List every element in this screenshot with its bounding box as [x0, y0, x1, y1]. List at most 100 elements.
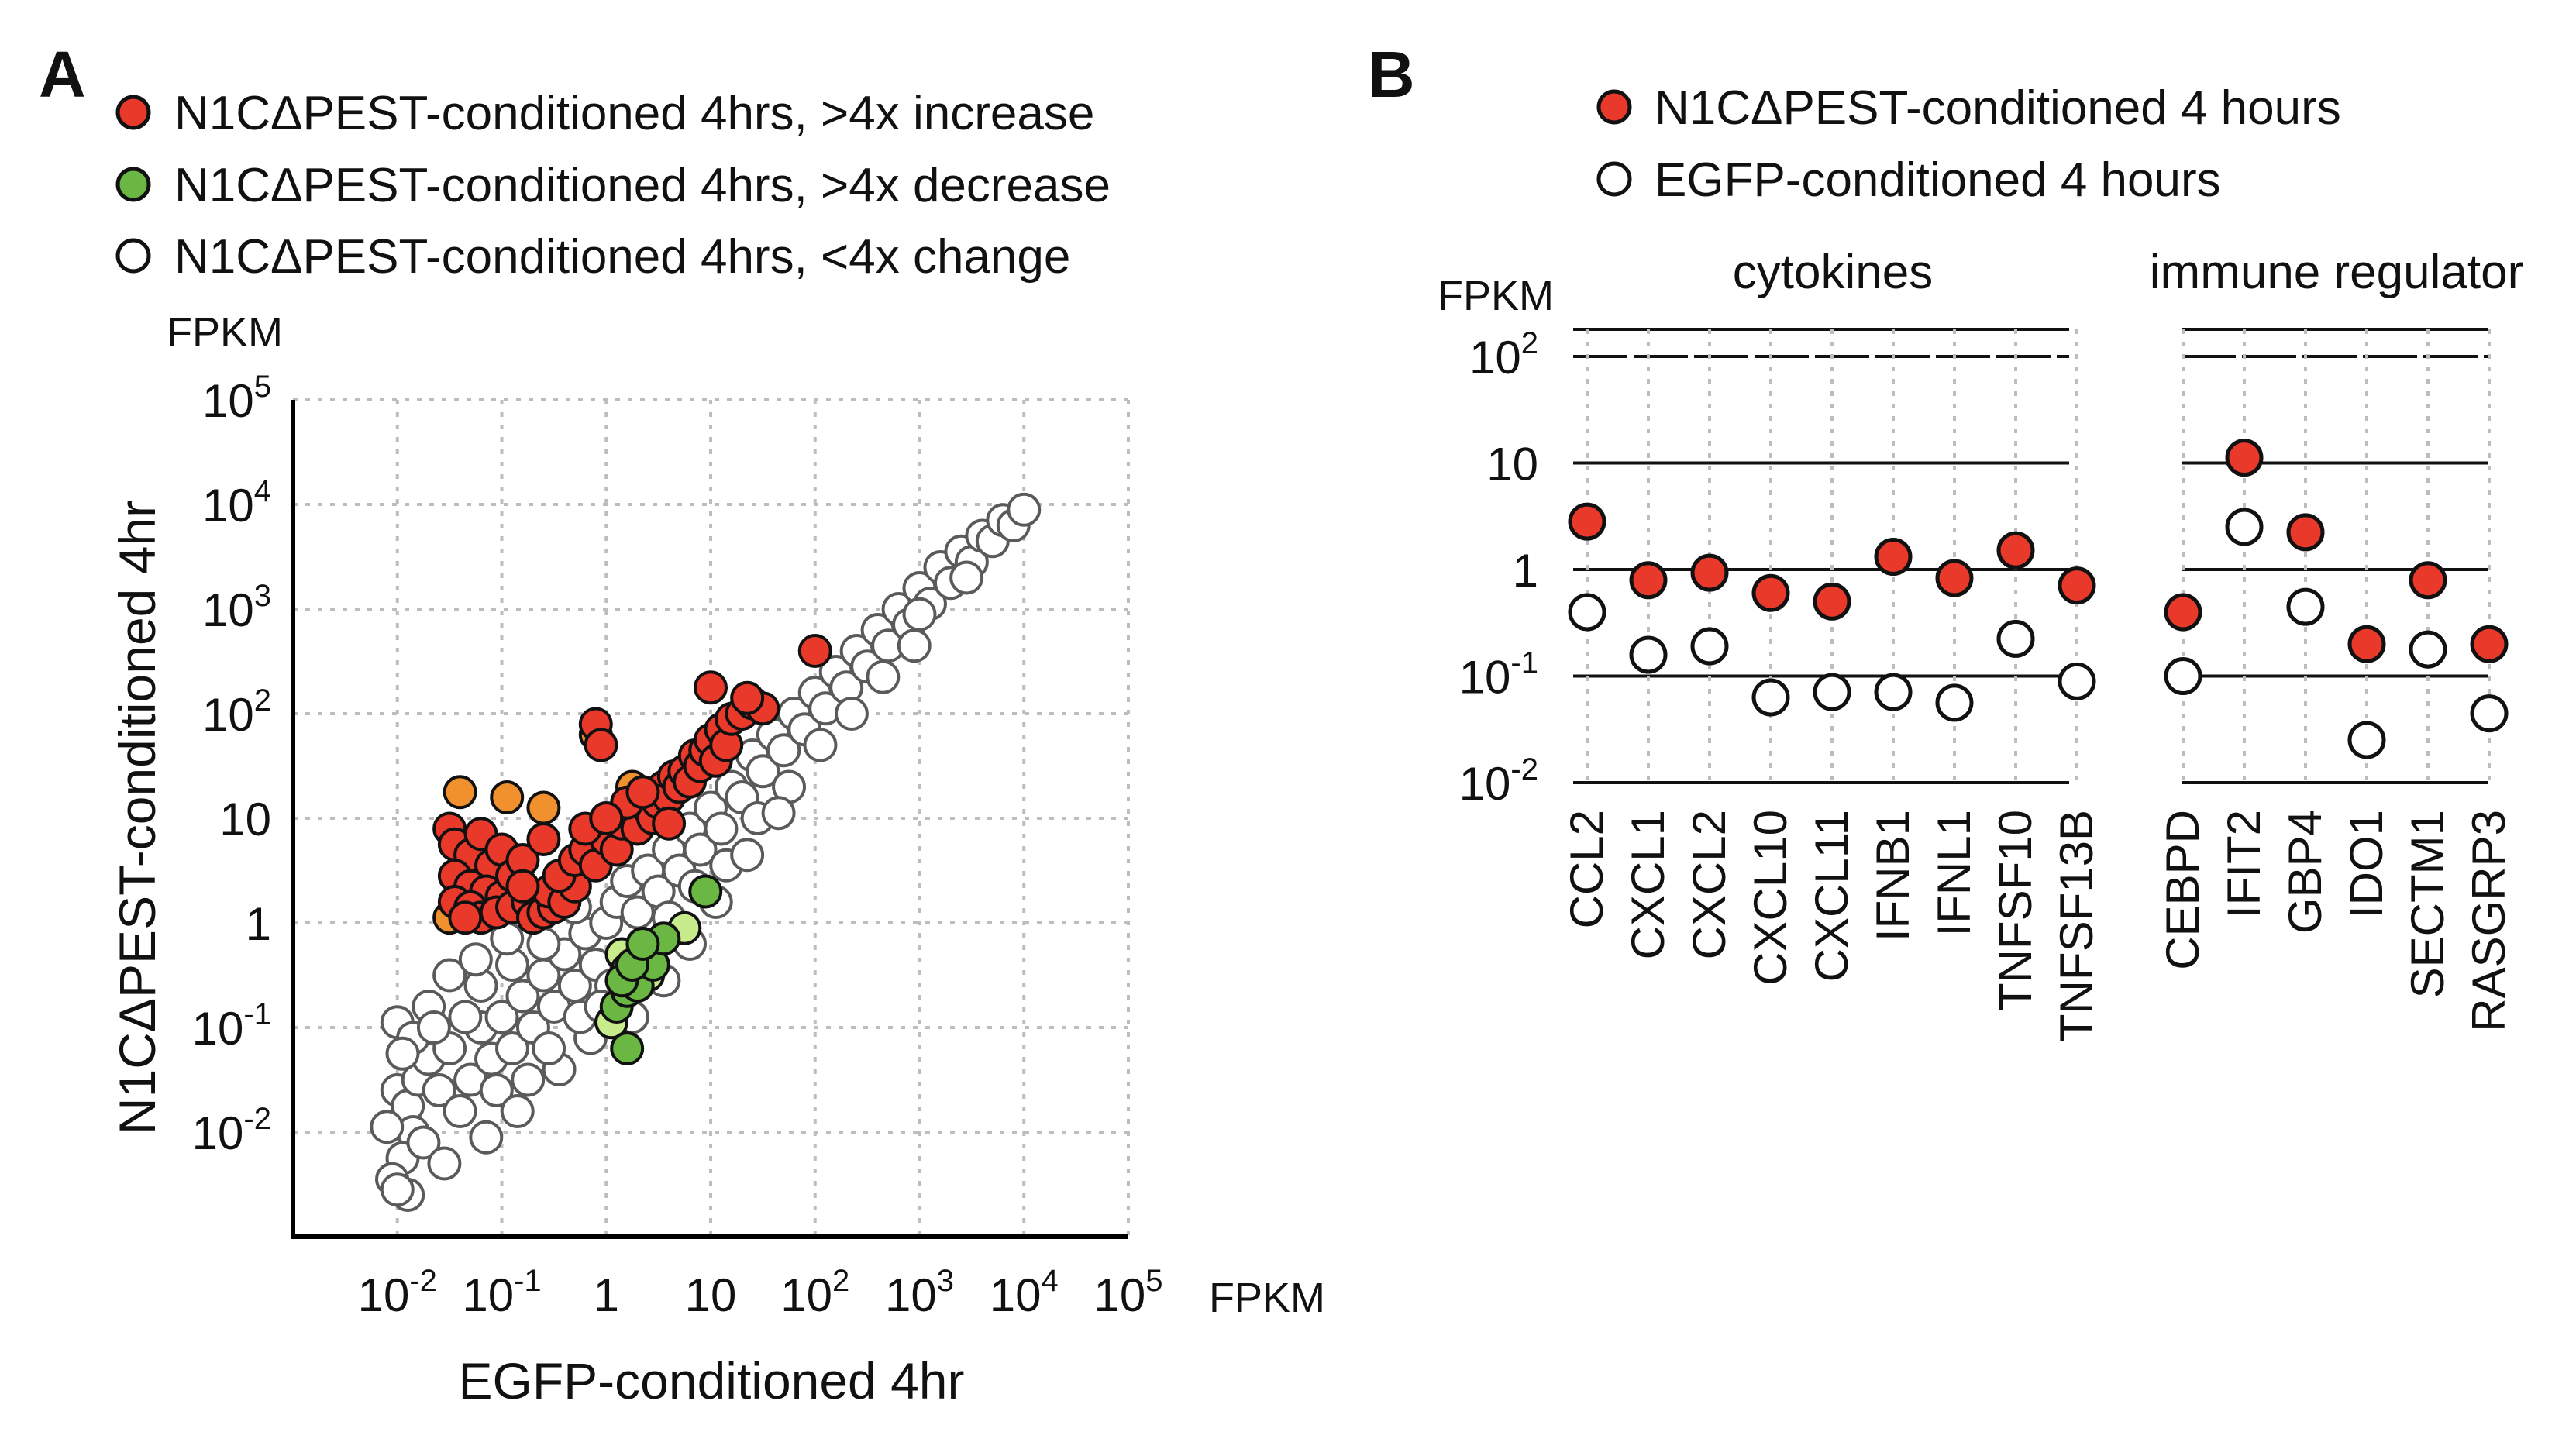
group-immune-regulator: immune regulator CEBPD IFIT2 GBP4 IDO1 SECTM1… — [2150, 246, 2523, 1032]
group-cytokines: cytokines CCL2 CXCL1 CXCL2 CXCL10 CXCL11 IFNB1… — [1561, 246, 2102, 1042]
scatter-point — [834, 697, 869, 731]
scatter-point — [443, 775, 477, 810]
scatter-point — [469, 1120, 504, 1155]
panel-b-y-unit: FPKM — [1438, 273, 1554, 319]
legend-b-marker — [1596, 89, 1632, 125]
n1c-point — [2164, 593, 2202, 632]
panel-a-x-unit: FPKM — [1209, 1275, 1325, 1321]
scatter-point — [803, 728, 838, 762]
scatter-point — [532, 1031, 566, 1065]
gene-label: IFNL1 — [1928, 810, 1980, 936]
panel-a-label: A — [39, 38, 86, 111]
egfp-point — [2164, 657, 2202, 695]
scatter-point — [625, 927, 660, 961]
scatter-point — [406, 1125, 441, 1160]
scatter-point — [589, 801, 624, 835]
scatter-point — [370, 1110, 405, 1144]
x-tick-label: 105 — [1094, 1264, 1163, 1321]
scatter-point — [866, 659, 901, 694]
legend-b-label: EGFP-conditioned 4 hours — [1655, 153, 2221, 207]
y-tick-label: 10-2 — [192, 1102, 271, 1159]
legend-b-label: N1CΔPEST-conditioned 4 hours — [1655, 81, 2341, 135]
panel-a-axes — [291, 400, 1128, 1239]
scatter-point — [490, 780, 525, 814]
legend-a-label: N1CΔPEST-conditioned 4hrs, >4x increase — [174, 87, 1094, 140]
legend-a-marker — [115, 238, 151, 274]
n1c-point — [2409, 561, 2447, 600]
egfp-point — [1690, 627, 1729, 666]
y-tick-label: 103 — [202, 579, 271, 636]
b-y-tick-label: 10 — [1486, 439, 1538, 490]
egfp-point — [2470, 694, 2509, 733]
y-tick-label: 104 — [202, 474, 271, 532]
n1c-point — [1629, 561, 1668, 600]
legend-a-marker — [115, 95, 151, 130]
scatter-point — [694, 670, 728, 705]
scatter-point — [385, 1036, 420, 1071]
panel-b-label: B — [1368, 38, 1415, 111]
egfp-point — [2286, 587, 2325, 626]
scatter-point — [902, 597, 937, 632]
scatter-point — [448, 1000, 483, 1034]
n1c-point — [2347, 625, 2386, 663]
gene-label: CXCL10 — [1744, 810, 1796, 986]
n1c-point — [1690, 553, 1729, 592]
panel-a-x-title: EGFP-conditioned 4hr — [458, 1352, 964, 1410]
legend-a-label: N1CΔPEST-conditioned 4hrs, >4x decrease — [174, 159, 1111, 212]
n1c-point — [1935, 559, 1974, 597]
n1c-point — [2225, 439, 2264, 477]
legend-a-marker — [115, 167, 151, 202]
gene-label: IFNB1 — [1867, 810, 1919, 941]
scatter-point — [584, 728, 618, 762]
egfp-point — [1935, 683, 1974, 722]
gene-label: IFIT2 — [2218, 810, 2270, 918]
scatter-point — [427, 1146, 462, 1181]
x-tick-label: 104 — [990, 1264, 1059, 1321]
scatter-point — [505, 979, 540, 1014]
series-increase — [432, 634, 832, 935]
scatter-point — [761, 796, 796, 831]
n1c-point — [1813, 582, 1851, 621]
scatter-point — [526, 790, 561, 825]
n1c-point — [1568, 502, 1606, 541]
gene-label: CXCL11 — [1806, 810, 1858, 982]
scatter-point — [458, 942, 493, 977]
scatter-point — [443, 1094, 477, 1128]
gene-label: SECTM1 — [2402, 810, 2454, 998]
panel-a-points — [370, 492, 1042, 1212]
gene-label: CCL2 — [1561, 810, 1613, 928]
scatter-point — [500, 1094, 535, 1128]
x-tick-label: 1 — [594, 1269, 619, 1321]
panel-b-legend: N1CΔPEST-conditioned 4 hours EGFP-conditi… — [1596, 81, 2341, 207]
scatter-point — [766, 733, 801, 768]
n1c-point — [2286, 513, 2325, 552]
series-no_change — [370, 492, 1042, 1212]
panel-a-y-unit: FPKM — [167, 309, 283, 356]
b-y-tick-label: 102 — [1469, 326, 1538, 384]
scatter-point — [949, 560, 984, 595]
egfp-point — [1874, 673, 1913, 711]
y-tick-label: 102 — [202, 683, 271, 741]
egfp-point — [2347, 721, 2386, 759]
y-tick-label: 10-1 — [192, 997, 271, 1055]
legend-a-label: N1CΔPEST-conditioned 4hrs, <4x change — [174, 230, 1070, 284]
scatter-point — [625, 775, 660, 810]
x-tick-label: 102 — [780, 1264, 849, 1321]
egfp-point — [1996, 619, 2035, 658]
x-tick-label: 10-1 — [462, 1264, 541, 1321]
scatter-point — [505, 869, 540, 904]
b-y-tick-label: 10-2 — [1459, 752, 1538, 810]
x-tick-label: 10-2 — [358, 1264, 437, 1321]
panel-a-x-ticks: 10-2 10-1 1 10 102 103 104 105 — [358, 1264, 1163, 1321]
scatter-point — [688, 874, 723, 909]
scatter-point — [683, 832, 718, 867]
scatter-point — [1007, 492, 1042, 527]
panel-a-y-ticks: 10-2 10-1 1 10 102 103 104 105 — [192, 370, 271, 1159]
b-y-tick-label: 10-1 — [1459, 646, 1538, 704]
x-tick-label: 103 — [885, 1264, 954, 1321]
scatter-point — [610, 1031, 645, 1065]
n1c-point — [2470, 625, 2509, 663]
n1c-point — [1996, 531, 2035, 570]
